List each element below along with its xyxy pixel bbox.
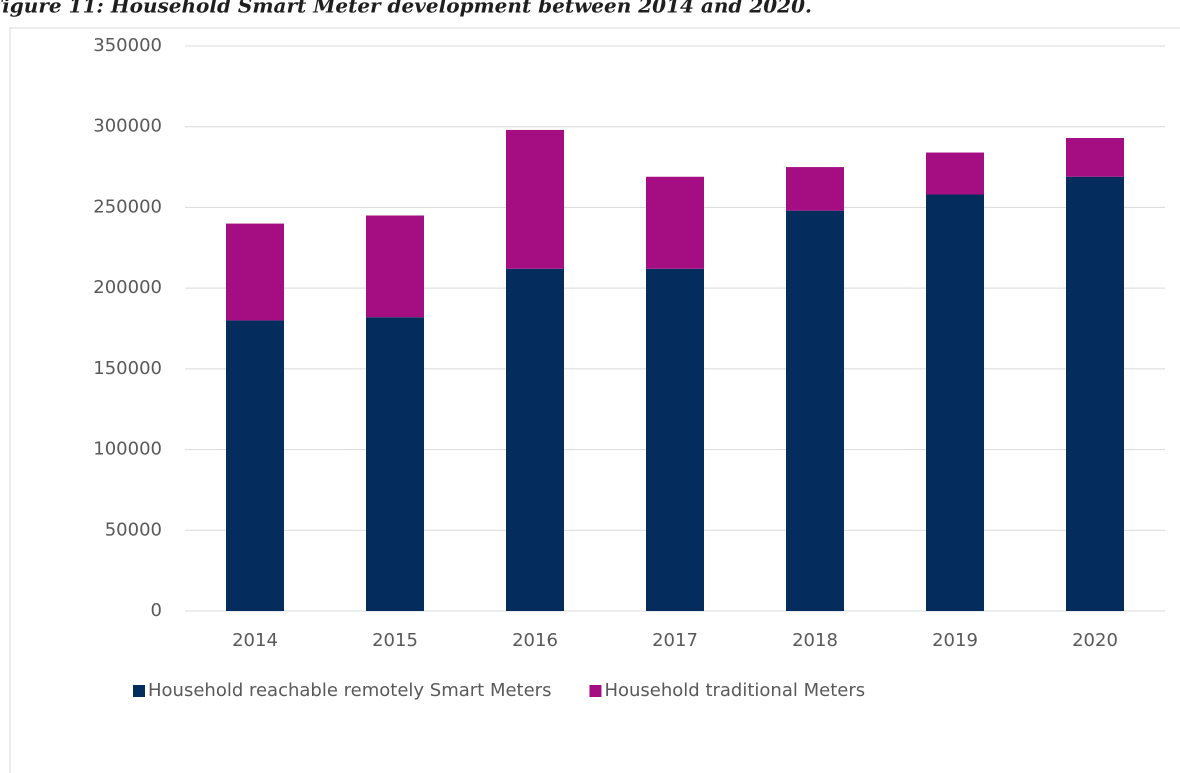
bar-segment [506, 268, 564, 611]
x-tick-label: 2015 [372, 630, 418, 651]
chart-frame [9, 27, 1180, 773]
y-tick-label: 50000 [105, 519, 162, 540]
bar-segment [926, 194, 984, 611]
bar-segment [506, 129, 564, 269]
chart-title: Figure 11: Household Smart Meter develop… [0, 0, 812, 18]
x-tick-label: 2019 [932, 630, 978, 651]
y-tick-label: 100000 [93, 439, 162, 460]
x-tick-label: 2016 [512, 630, 558, 651]
bar-segment [366, 215, 424, 318]
bar-segment [226, 320, 284, 611]
bar-segment [1066, 138, 1124, 177]
y-tick-label: 250000 [93, 196, 162, 217]
bar-segment [786, 167, 844, 211]
bar-segment [926, 152, 984, 195]
bar-segment [646, 268, 704, 611]
bar-segment [1066, 176, 1124, 611]
bar-segment [366, 317, 424, 611]
legend-label: Household reachable remotely Smart Meter… [148, 680, 551, 701]
y-tick-label: 0 [151, 600, 162, 621]
bar-segment [646, 176, 704, 269]
x-tick-label: 2020 [1072, 630, 1118, 651]
y-tick-label: 200000 [93, 277, 162, 298]
legend-swatch [589, 685, 602, 697]
bar-segment [786, 210, 844, 611]
bar-segment [226, 223, 284, 321]
legend-label: Household traditional Meters [604, 680, 865, 701]
legend-swatch [133, 685, 145, 697]
x-tick-label: 2017 [652, 630, 698, 651]
y-tick-label: 150000 [93, 358, 162, 379]
y-tick-label: 300000 [93, 116, 162, 137]
y-tick-label: 350000 [93, 35, 162, 56]
x-tick-label: 2014 [232, 630, 278, 651]
x-tick-label: 2018 [792, 630, 838, 651]
